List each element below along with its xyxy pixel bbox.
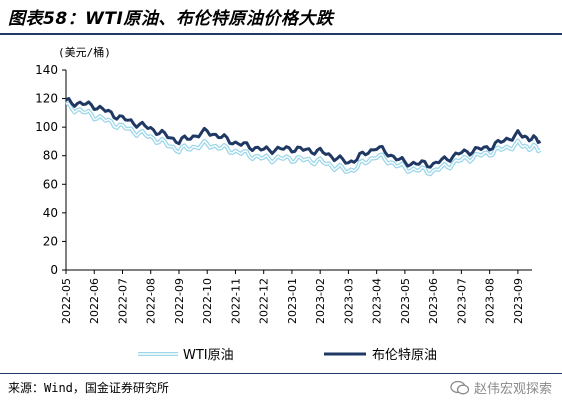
y-tick-label: 20 (43, 234, 58, 248)
y-tick-label: 60 (43, 177, 58, 191)
wechat-icon (450, 380, 470, 394)
y-tick-label: 140 (35, 63, 58, 77)
x-tick-label: 2023-06 (427, 278, 440, 324)
x-tick-label: 2023-04 (371, 278, 384, 324)
watermark-text: 赵伟宏观探索 (473, 382, 552, 397)
y-tick-label: 80 (43, 149, 58, 163)
y-tick-label: 0 (50, 263, 58, 277)
x-tick-label: 2023-01 (286, 278, 299, 324)
source-divider (0, 373, 562, 374)
legend-label-wti: WTI原油 (183, 348, 234, 363)
x-tick-label: 2022-08 (145, 278, 158, 324)
price-line-chart: (美元/桶) 0 20 40 60 80 100 120 140 2022-05 2022-06 20… (35, 45, 542, 363)
x-tick-label: 2023-07 (455, 278, 468, 324)
chart-title: 图表58：WTI原油、布伦特原油价格大跌 (8, 9, 334, 29)
x-tick-label: 2023-05 (399, 278, 412, 324)
source-note: 来源：Wind，国金证券研究所 (8, 381, 169, 395)
x-tick-label: 2023-09 (512, 278, 525, 324)
x-tick-label: 2022-09 (173, 278, 186, 324)
series-line-wti (65, 101, 542, 177)
legend-label-brent: 布伦特原油 (372, 348, 437, 363)
y-tick-label: 100 (35, 120, 58, 134)
x-tick-label: 2022-06 (88, 278, 101, 324)
watermark: 赵伟宏观探索 (450, 378, 552, 397)
y-tick-label: 40 (43, 206, 58, 220)
x-tick-label: 2022-05 (60, 278, 73, 324)
x-tick-label: 2022-07 (116, 278, 129, 324)
x-tick-label: 2023-08 (484, 278, 497, 324)
x-tick-label: 2023-03 (342, 278, 355, 324)
x-tick-label: 2023-02 (314, 278, 327, 324)
series-line-wti-inner (65, 102, 541, 175)
title-divider (0, 33, 562, 35)
x-tick-label: 2022-11 (229, 278, 242, 324)
x-tick-label: 2022-10 (201, 278, 214, 324)
y-axis-label: (美元/桶) (58, 45, 111, 59)
series-line-brent (65, 97, 542, 169)
x-tick-label: 2022-12 (258, 278, 271, 324)
y-tick-label: 120 (35, 92, 58, 106)
